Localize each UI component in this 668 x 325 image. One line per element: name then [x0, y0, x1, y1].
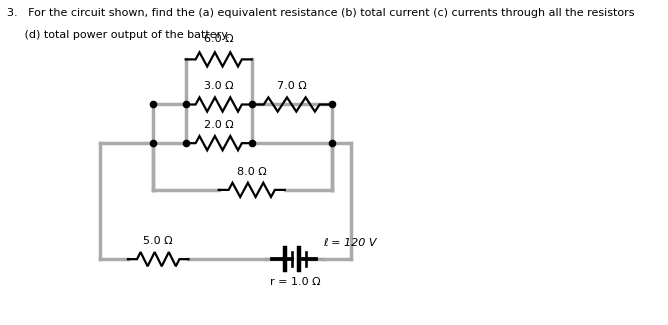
Text: 6.0 Ω: 6.0 Ω [204, 34, 234, 44]
Text: 5.0 Ω: 5.0 Ω [144, 236, 173, 246]
Text: 7.0 Ω: 7.0 Ω [277, 81, 307, 91]
Text: r = 1.0 Ω: r = 1.0 Ω [271, 277, 321, 287]
Text: 3.   For the circuit shown, find the (a) equivalent resistance (b) total current: 3. For the circuit shown, find the (a) e… [7, 8, 635, 18]
Text: (d) total power output of the battery.: (d) total power output of the battery. [7, 31, 230, 40]
Text: 8.0 Ω: 8.0 Ω [237, 167, 267, 177]
Text: 3.0 Ω: 3.0 Ω [204, 81, 234, 91]
Text: 2.0 Ω: 2.0 Ω [204, 120, 234, 130]
Text: ℓ = 120 V: ℓ = 120 V [323, 238, 377, 248]
